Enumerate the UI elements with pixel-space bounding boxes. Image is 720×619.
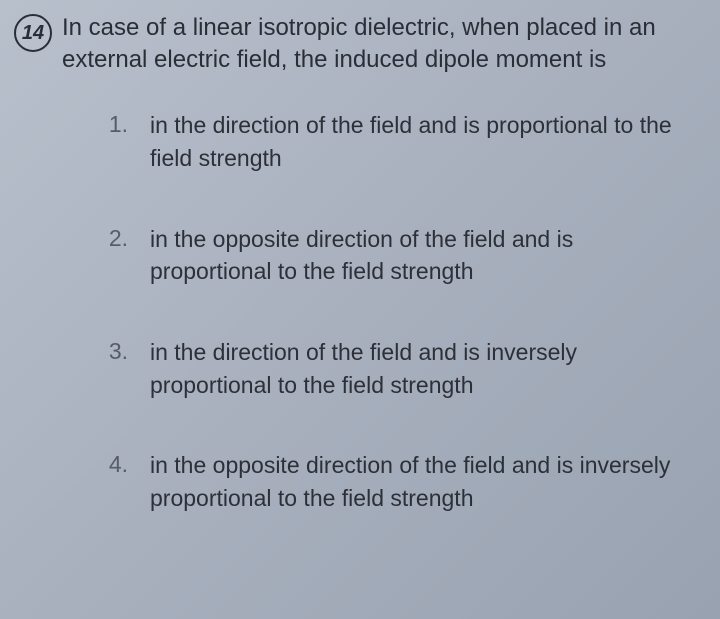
- options-list: 1. in the direction of the field and is …: [14, 109, 692, 514]
- question-number: 14: [22, 22, 44, 45]
- question-header: 14 In case of a linear isotropic dielect…: [14, 12, 692, 75]
- option-3[interactable]: 3. in the direction of the field and is …: [100, 336, 682, 401]
- option-number: 4.: [100, 449, 128, 480]
- option-text: in the direction of the field and is inv…: [150, 336, 682, 401]
- option-text: in the opposite direction of the field a…: [150, 449, 682, 514]
- question-number-badge: 14: [14, 14, 52, 52]
- option-text: in the opposite direction of the field a…: [150, 223, 682, 288]
- option-1[interactable]: 1. in the direction of the field and is …: [100, 109, 682, 174]
- question-stem: In case of a linear isotropic dielectric…: [62, 12, 692, 75]
- option-text: in the direction of the field and is pro…: [150, 109, 682, 174]
- option-number: 1.: [100, 109, 128, 140]
- option-number: 3.: [100, 336, 128, 367]
- option-number: 2.: [100, 223, 128, 254]
- option-2[interactable]: 2. in the opposite direction of the fiel…: [100, 223, 682, 288]
- option-4[interactable]: 4. in the opposite direction of the fiel…: [100, 449, 682, 514]
